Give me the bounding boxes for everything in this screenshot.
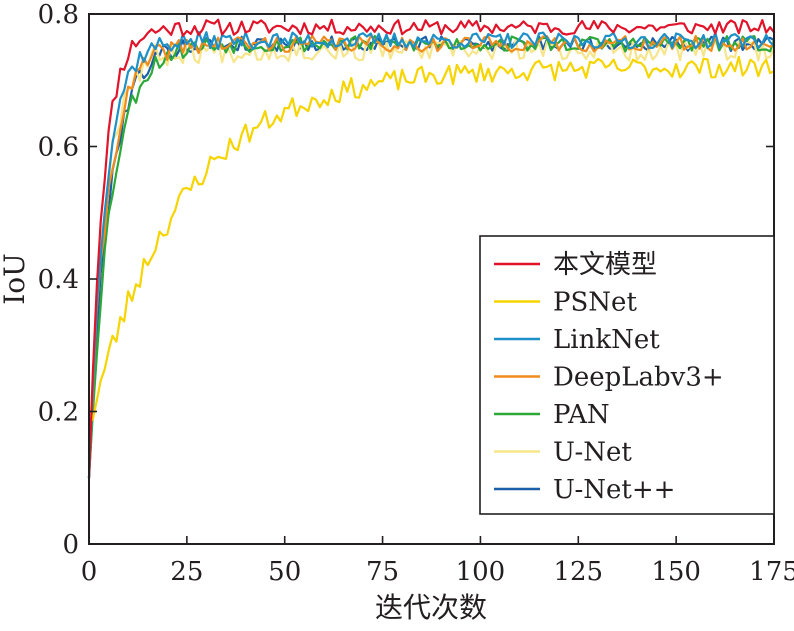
legend-label: LinkNet bbox=[553, 325, 660, 355]
legend-label: PSNet bbox=[553, 288, 637, 318]
x-tick-label: 100 bbox=[456, 557, 506, 587]
series-line-本文模型 bbox=[87, 18, 776, 479]
y-tick-label: 0.2 bbox=[38, 398, 79, 428]
x-tick-label: 0 bbox=[81, 557, 98, 587]
y-tick-label: 0.4 bbox=[38, 265, 79, 295]
y-tick-label: 0.6 bbox=[38, 133, 79, 163]
legend: 本文模型 PSNet LinkNet DeepLabv3+ PAN U-Net U-Net+… bbox=[479, 235, 775, 515]
legend-label: DeepLabv3+ bbox=[553, 363, 724, 393]
y-tick-label: 0.8 bbox=[38, 0, 79, 30]
x-tick-label: 50 bbox=[268, 557, 301, 587]
x-tick-label: 75 bbox=[366, 557, 399, 587]
series-layer bbox=[87, 18, 776, 479]
x-tick-label: 125 bbox=[553, 557, 603, 587]
series-line-PSNet bbox=[87, 55, 776, 426]
legend-label: PAN bbox=[553, 400, 610, 430]
legend-box bbox=[479, 235, 775, 515]
x-tick-label: 25 bbox=[170, 557, 203, 587]
legend-label: U-Net++ bbox=[553, 475, 675, 505]
y-axis-title: IoU bbox=[0, 253, 31, 305]
y-axis: 0 0.2 0.4 0.6 0.8 bbox=[38, 0, 774, 560]
legend-label: 本文模型 bbox=[553, 250, 657, 280]
x-axis-title: 迭代次数 bbox=[375, 591, 487, 624]
series-line-LinkNet bbox=[87, 30, 776, 479]
legend-label: U-Net bbox=[553, 438, 632, 468]
x-tick-label: 175 bbox=[749, 557, 794, 587]
x-tick-label: 150 bbox=[651, 557, 701, 587]
x-axis: 0 25 50 75 100 125 150 175 bbox=[81, 14, 794, 587]
y-tick-label: 0 bbox=[62, 530, 79, 560]
